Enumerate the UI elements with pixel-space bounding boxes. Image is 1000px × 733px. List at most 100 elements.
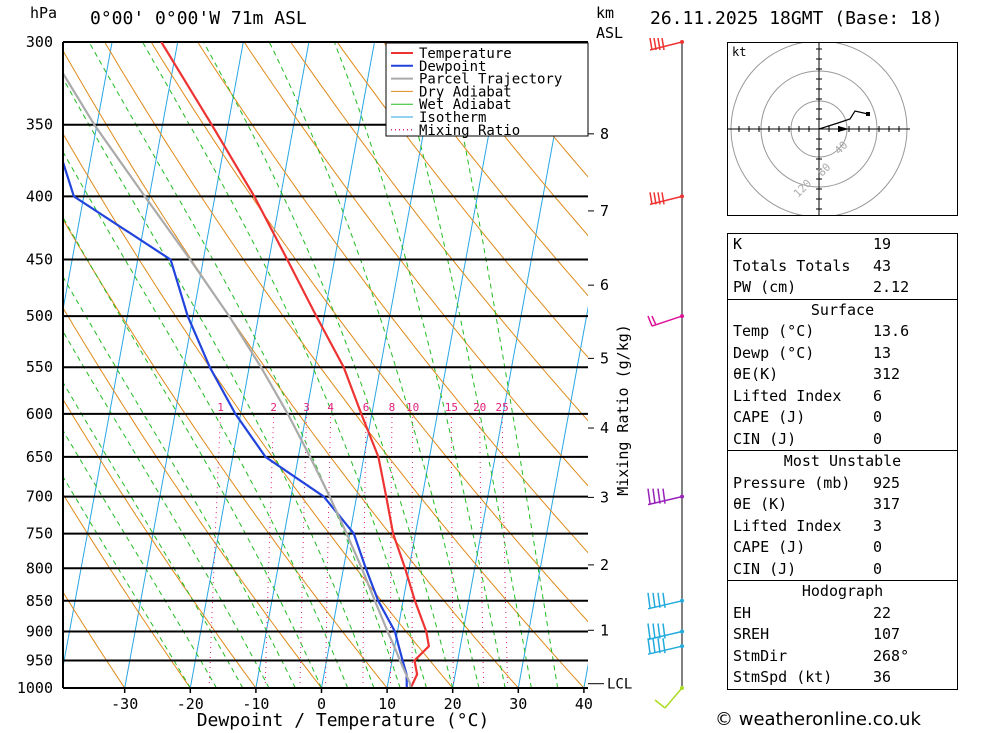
barb-flag: [647, 623, 651, 639]
row-value: 925: [873, 473, 901, 492]
pressure-tick-label: 700: [26, 488, 53, 506]
row-key: Lifted Index: [733, 516, 842, 535]
mixing-ratio-label: 20: [473, 401, 486, 414]
row-key: EH: [733, 603, 752, 622]
wind-barb: [649, 192, 684, 206]
surface-header: Surface: [728, 298, 957, 322]
mixing-ratio-line: [208, 413, 222, 688]
row-key: θE (K): [733, 495, 788, 513]
barb-flag: [662, 623, 666, 639]
legend-entry: Mixing Ratio: [419, 123, 520, 139]
barb-flag: [652, 623, 656, 639]
barb-flag: [662, 592, 666, 608]
km-tick-label: 8: [600, 125, 609, 143]
wet-adiabat-line: [63, 77, 375, 688]
table-row: StmDir 268°: [728, 646, 957, 668]
legend-entry: Temperature: [419, 46, 512, 62]
row-value: 317: [873, 495, 901, 513]
barb-shaft: [664, 687, 683, 709]
wind-barb: [647, 314, 684, 327]
mixing-ratio-label: 10: [406, 401, 419, 414]
pressure-tick-label: 950: [26, 651, 53, 669]
table-row: CAPE (J) 0: [728, 407, 957, 429]
x-tick-label: -30: [111, 695, 138, 713]
hodograph-unit: kt: [732, 45, 747, 59]
wind-barb: [647, 488, 684, 506]
barb-flag: [652, 592, 656, 608]
table-row: K 19: [728, 234, 957, 256]
legend-entry: Wet Adiabat: [419, 97, 512, 113]
mixing-ratio-label: 6: [363, 401, 370, 414]
barb-shaft: [651, 315, 683, 327]
row-value: 312: [873, 365, 901, 383]
ring-label-80: 80: [815, 161, 834, 180]
km-tick-label: 1: [600, 621, 609, 639]
hodograph-trace: [818, 110, 869, 130]
mixing-ratio-label: 4: [327, 401, 334, 414]
pressure-tick-label: 800: [26, 559, 53, 577]
mixing-ratio-label: 3: [303, 401, 310, 414]
hodograph-plot: 40 80 120: [728, 40, 910, 218]
legend-entry: Dry Adiabat: [419, 84, 512, 100]
pressure-tick-label: 450: [26, 251, 53, 269]
wet-adiabat-line: [443, 42, 559, 688]
pressure-tick-label: 850: [26, 592, 53, 610]
pressure-tick-label: 600: [26, 405, 53, 423]
row-key: StmSpd (kt): [733, 668, 833, 686]
series-line-dewpoint: [63, 158, 408, 688]
table-row: Lifted Index 6: [728, 386, 957, 408]
pressure-tick-label: 550: [26, 358, 53, 376]
copyright-label: © weatheronline.co.uk: [715, 709, 921, 730]
row-value: 13: [873, 343, 892, 362]
barb-flag: [651, 315, 657, 326]
dry-adiabat-line: [383, 42, 588, 297]
row-key: Dewp (°C): [733, 343, 815, 362]
axes: -30 -20 -10 0 10 20 30 40 Dewpoint / Temperature…: [62, 42, 632, 731]
legend-entry: Dewpoint: [419, 59, 486, 75]
barb-flag: [652, 638, 656, 654]
x-tick-label: 40: [575, 695, 593, 713]
legend-entry: Parcel Trajectory: [419, 72, 562, 88]
barb-flag: [647, 315, 653, 327]
barb-flag: [657, 592, 661, 608]
wind-barb: [649, 37, 684, 51]
wet-adiabat-line: [63, 216, 322, 688]
indices-table: K 19 Totals Totals 43 PW (cm) 2.12 Surface Te…: [727, 233, 958, 690]
table-row: Lifted Index 3: [728, 516, 957, 538]
x-tick-label: 0: [317, 695, 326, 713]
row-key: CIN (J): [733, 429, 797, 448]
km-tick-label: 6: [600, 276, 609, 294]
km-unit-label: km: [596, 4, 615, 22]
table-row: EH 22: [728, 603, 957, 625]
barb-flag: [662, 638, 666, 654]
table-row: StmSpd (kt) 36: [728, 667, 957, 689]
series-line-temperature: [160, 42, 431, 688]
storm-motion-arrow: [838, 126, 849, 132]
dry-adiabat-line: [63, 132, 454, 688]
hodograph-panel: kt 40 80 120: [727, 40, 958, 218]
row-key: PW (cm): [733, 278, 797, 296]
profile-curves: [63, 42, 431, 688]
table-row: Totals Totals 43: [728, 256, 957, 278]
table-row: θE(K) 312: [728, 364, 957, 386]
isotherm-line: [321, 42, 441, 688]
dry-adiabat-line: [336, 42, 588, 359]
mixing-ratio-label: 25: [496, 401, 509, 414]
mixing-ratio-label: 2: [270, 401, 277, 414]
x-tick-label: -20: [177, 695, 204, 713]
series-line-parcel-trajectory: [63, 71, 412, 688]
table-row: CAPE (J) 0: [728, 537, 957, 559]
barb-flag: [652, 488, 656, 504]
most-unstable-header: Most Unstable: [728, 450, 957, 473]
x-tick-label: -10: [242, 695, 269, 713]
km-tick-label: 2: [600, 556, 609, 574]
isotherm-line: [63, 42, 113, 313]
row-key: Lifted Index: [733, 386, 842, 405]
wet-adiabat-line: [63, 150, 349, 688]
isotherm-line: [255, 42, 375, 688]
row-value: 43: [873, 256, 892, 275]
lcl-label: LCL: [607, 677, 632, 693]
table-row: SREH 107: [728, 624, 957, 646]
table-row: Pressure (mb) 925: [728, 473, 957, 495]
